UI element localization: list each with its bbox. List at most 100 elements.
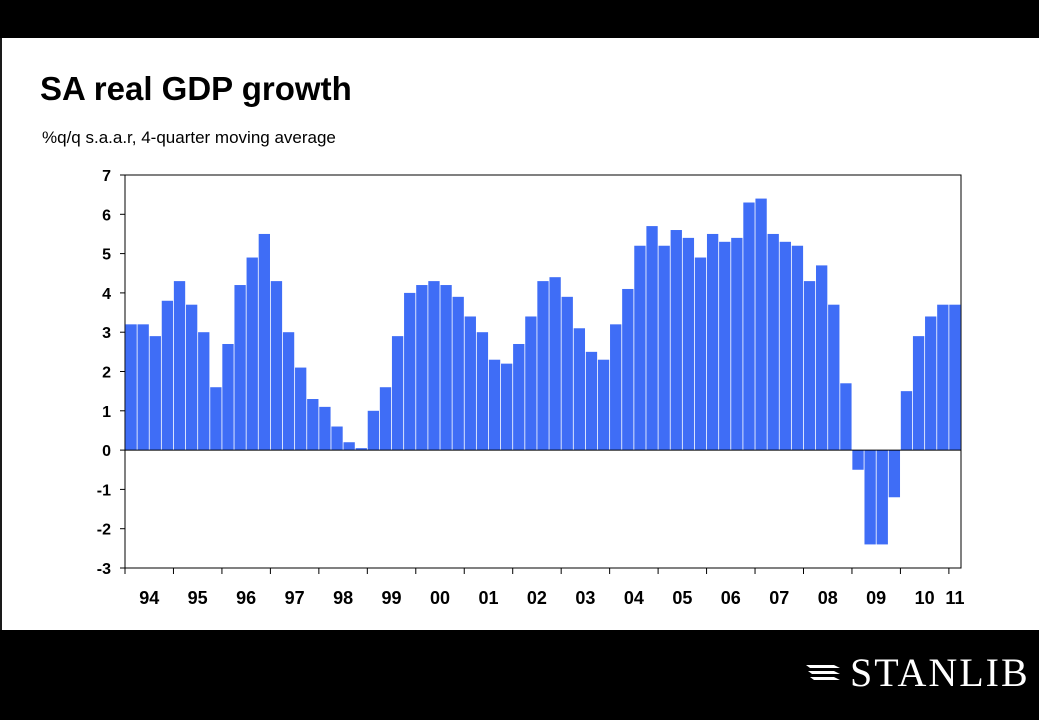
bar: [646, 226, 658, 451]
bar: [876, 450, 888, 545]
bar: [343, 442, 355, 451]
bar: [791, 245, 804, 451]
bar: [767, 233, 779, 451]
y-tick-label: 0: [102, 443, 111, 460]
bar: [622, 288, 634, 451]
y-tick-label: 4: [102, 286, 111, 303]
bar: [888, 450, 901, 498]
x-tick-label: 98: [333, 588, 353, 608]
footer-bar: [0, 630, 1039, 720]
y-tick-label: 7: [102, 168, 111, 185]
x-tick-label: 02: [527, 588, 547, 608]
bar: [428, 281, 440, 451]
x-tick-label: 10: [915, 588, 935, 608]
bar: [488, 359, 501, 451]
bar: [222, 343, 234, 451]
bar: [840, 383, 852, 451]
bar: [610, 324, 622, 451]
bar: [937, 304, 949, 451]
bar: [682, 237, 695, 451]
bar: [658, 245, 670, 451]
bar: [452, 296, 464, 451]
bar: [573, 328, 586, 451]
bar: [149, 336, 161, 451]
x-tick-label: 08: [818, 588, 838, 608]
bar: [912, 336, 925, 451]
bar: [743, 202, 755, 451]
x-tick-label: 03: [575, 588, 595, 608]
bar: [719, 241, 731, 451]
bar: [476, 332, 489, 451]
bar: [440, 285, 452, 451]
x-tick-label: 05: [672, 588, 692, 608]
x-tick-label: 00: [430, 588, 450, 608]
x-tick-label: 97: [285, 588, 305, 608]
bar: [416, 285, 428, 451]
bar: [161, 300, 174, 451]
bar: [585, 351, 598, 451]
top-bar: [0, 0, 1039, 38]
brand-name: STANLIB: [850, 649, 1030, 695]
x-tick-label: 01: [478, 588, 498, 608]
x-tick-label: 09: [866, 588, 886, 608]
y-tick-label: 3: [102, 325, 111, 342]
bar: [173, 281, 186, 451]
bar: [694, 257, 707, 451]
chart-subtitle: %q/q s.a.a.r, 4-quarter moving average: [42, 128, 336, 147]
bar: [379, 387, 392, 451]
stanlib-logo: STANLIB: [804, 649, 1030, 695]
bar: [852, 450, 864, 470]
x-tick-label: 04: [624, 588, 644, 608]
bar: [706, 233, 719, 451]
bar: [391, 336, 404, 451]
x-tick-label: 96: [236, 588, 256, 608]
bar: [900, 391, 913, 451]
bar: [925, 316, 937, 451]
y-tick-label: 1: [102, 404, 111, 421]
bar: [500, 363, 513, 451]
bar: [258, 233, 270, 451]
y-tick-label: -3: [97, 561, 111, 578]
bar: [561, 296, 573, 451]
bar: [404, 292, 416, 451]
bar: [198, 332, 210, 451]
x-tick-label: 11: [945, 588, 964, 608]
bar: [234, 285, 246, 451]
x-tick-label: 07: [769, 588, 789, 608]
bar: [307, 399, 319, 451]
bar: [295, 367, 307, 451]
y-tick-label: 2: [102, 365, 111, 382]
bar: [185, 304, 198, 451]
bar: [949, 304, 961, 451]
x-tick-label: 95: [188, 588, 208, 608]
bar: [803, 281, 816, 451]
bar: [549, 277, 561, 451]
chart-title: SA real GDP growth: [40, 70, 352, 107]
stanlib-wing-icon: [806, 665, 840, 680]
y-tick-label: -1: [97, 482, 111, 499]
bar: [670, 230, 682, 451]
y-tick-label: 6: [102, 207, 111, 224]
x-tick-label: 94: [139, 588, 159, 608]
bar: [864, 450, 876, 545]
bar: [270, 281, 283, 451]
bar: [210, 387, 222, 451]
bar: [331, 426, 343, 451]
y-tick-label: 5: [102, 247, 111, 264]
bar: [513, 343, 525, 451]
bar: [731, 237, 743, 451]
x-tick-label: 06: [721, 588, 741, 608]
bar: [634, 245, 646, 451]
bar: [319, 406, 331, 451]
bar: [282, 332, 295, 451]
bar: [828, 304, 840, 451]
bar: [537, 281, 549, 451]
x-tick-label: 99: [382, 588, 402, 608]
y-tick-label: -2: [97, 522, 111, 539]
bar: [779, 241, 791, 451]
bar: [137, 324, 149, 451]
bar: [464, 316, 476, 451]
bar: [597, 359, 610, 451]
bar: [755, 198, 767, 451]
